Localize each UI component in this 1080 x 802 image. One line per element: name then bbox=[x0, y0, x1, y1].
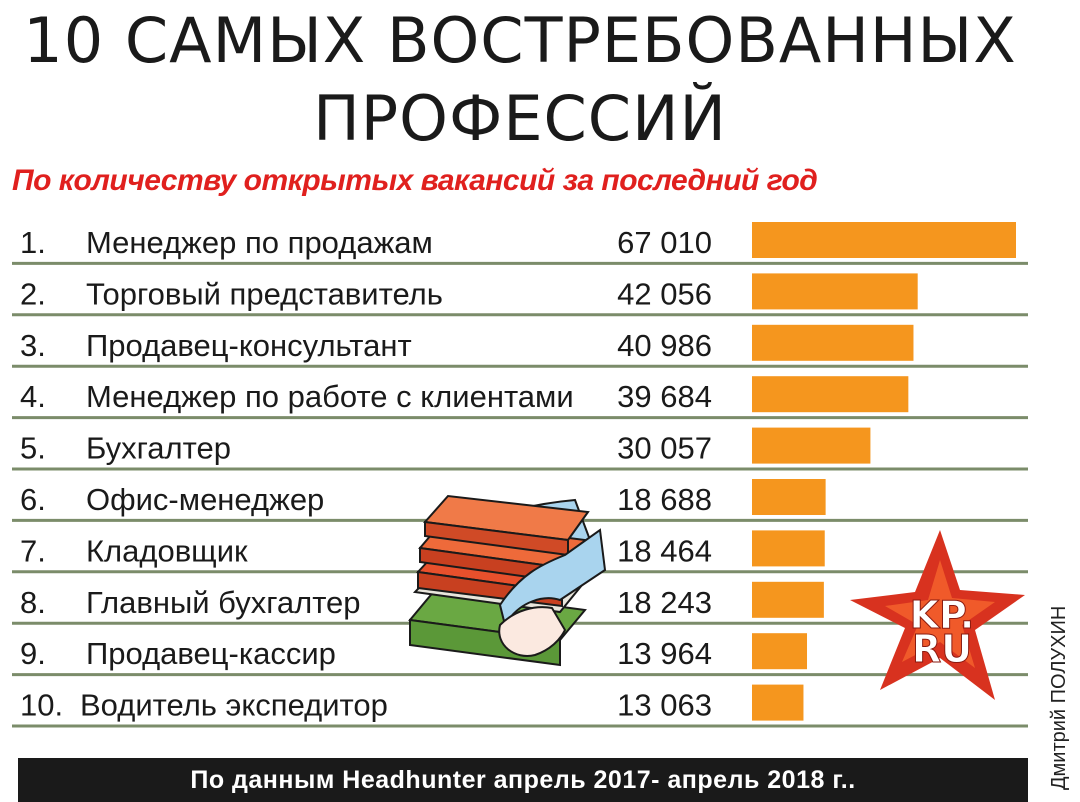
title-line-2: ПРОФЕССИЙ bbox=[313, 82, 727, 155]
category-label: Продавец-кассир bbox=[86, 636, 336, 671]
bar bbox=[752, 427, 871, 464]
bar bbox=[752, 684, 804, 721]
folders-illustration bbox=[408, 494, 607, 667]
category-label: Менеджер по работе с клиентами bbox=[86, 379, 574, 414]
category-label: Офис-менеджер bbox=[86, 482, 324, 517]
rank-label: 10. bbox=[20, 688, 63, 723]
value-label: 18 243 bbox=[617, 585, 712, 620]
value-label: 42 056 bbox=[617, 276, 712, 311]
bar bbox=[752, 273, 918, 310]
rank-label: 9. bbox=[20, 636, 46, 671]
value-label: 67 010 bbox=[617, 225, 712, 260]
subtitle: По количеству открытых вакансий за после… bbox=[12, 164, 818, 197]
kp-logo-text-bottom: RU bbox=[912, 627, 972, 671]
rank-label: 3. bbox=[20, 328, 46, 363]
title-line-1: 10 САМЫХ ВОСТРЕБОВАННЫХ bbox=[23, 4, 1017, 77]
value-label: 39 684 bbox=[617, 379, 712, 414]
bar bbox=[752, 479, 826, 515]
bar bbox=[752, 222, 1016, 258]
rank-label: 7. bbox=[20, 533, 46, 568]
category-label: Бухгалтер bbox=[86, 431, 231, 466]
category-label: Кладовщик bbox=[86, 533, 248, 568]
bar bbox=[752, 376, 909, 413]
rank-label: 8. bbox=[20, 585, 46, 620]
bar bbox=[752, 530, 825, 567]
value-label: 13 964 bbox=[617, 636, 712, 671]
rank-label: 6. bbox=[20, 482, 46, 517]
category-label: Главный бухгалтер bbox=[86, 585, 361, 620]
rank-label: 4. bbox=[20, 379, 46, 414]
photo-credit: Дмитрий ПОЛУХИН bbox=[1048, 605, 1070, 790]
bar bbox=[752, 581, 824, 618]
rank-label: 1. bbox=[20, 225, 46, 260]
source-footer: По данным Headhunter апрель 2017- апрель… bbox=[18, 758, 1028, 802]
bar bbox=[752, 324, 914, 361]
kp-logo-text-top: KP. bbox=[910, 593, 975, 637]
bar-chart: 1. Менеджер по продажам 67 010 2. Торговый п… bbox=[12, 222, 1028, 728]
value-label: 13 063 bbox=[617, 688, 712, 723]
rank-label: 5. bbox=[20, 431, 46, 466]
bar bbox=[752, 633, 808, 670]
category-label: Водитель экспедитор bbox=[80, 688, 388, 723]
rank-label: 2. bbox=[20, 276, 46, 311]
value-label: 30 057 bbox=[617, 431, 712, 466]
value-label: 18 464 bbox=[617, 533, 712, 568]
category-label: Торговый представитель bbox=[86, 276, 443, 311]
category-label: Менеджер по продажам bbox=[86, 225, 433, 260]
category-label: Продавец-консультант bbox=[86, 328, 412, 363]
value-label: 40 986 bbox=[617, 328, 712, 363]
value-label: 18 688 bbox=[617, 482, 712, 517]
kp-logo: KP. RU bbox=[850, 530, 1025, 700]
